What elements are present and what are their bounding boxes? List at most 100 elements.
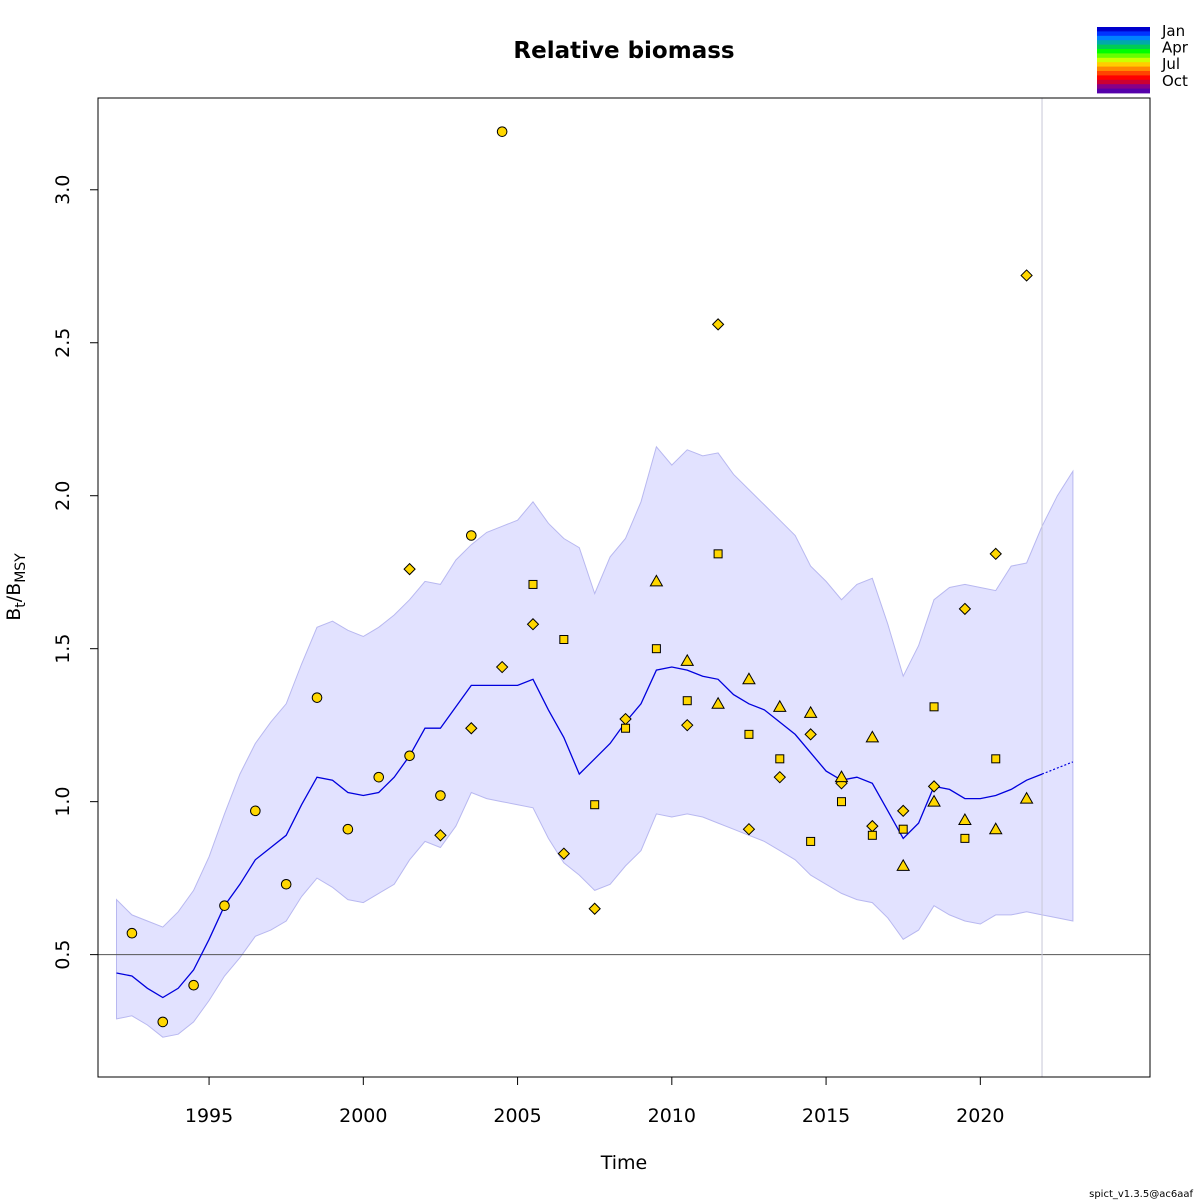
y-axis-label: Bt/BMSY [3, 553, 29, 621]
legend-color-swatch [1097, 31, 1150, 37]
data-point-circle [465, 530, 477, 541]
legend-color-swatch [1097, 49, 1150, 54]
legend-color-swatch [1097, 44, 1150, 50]
legend-color-swatch [1097, 57, 1150, 63]
x-axis: 1995 2000 2005 2010 2015 2020 [185, 1076, 1005, 1127]
version-label: spict_v1.3.5@ac6aaf [1089, 1189, 1193, 1200]
legend-label: Oct [1162, 72, 1188, 90]
data-point-diamond [465, 722, 478, 735]
legend-color-swatch [1097, 66, 1150, 72]
y-label-slash: /B [3, 583, 25, 602]
y-tick-label: 2.0 [52, 481, 74, 511]
y-axis: 0.5 1.0 1.5 2.0 2.5 3.0 [52, 175, 98, 970]
data-point-diamond [557, 847, 571, 860]
biomass-estimate-line [116, 666, 1043, 999]
data-point-triangle [927, 794, 941, 807]
data-point-square [991, 754, 1001, 764]
data-point-square [651, 644, 661, 654]
chart-title: Relative biomass [513, 38, 734, 64]
data-point-square [960, 833, 970, 843]
x-tick-label: 2010 [648, 1105, 696, 1127]
y-tick-label: 3.0 [52, 175, 74, 205]
data-point-triangle [1019, 791, 1034, 804]
data-point-circle [126, 927, 138, 939]
legend-color-swatch [1097, 40, 1150, 45]
legend-color-swatch [1097, 75, 1150, 81]
data-point-circle [157, 1016, 169, 1028]
data-point-triangle [742, 672, 756, 685]
data-point-diamond [927, 780, 941, 793]
y-tick-label: 1.5 [52, 634, 74, 664]
x-tick-label: 2005 [493, 1105, 541, 1127]
legend-label: Jan [1161, 22, 1185, 40]
data-point-square [898, 824, 908, 834]
data-point-diamond [403, 562, 416, 576]
data-point-diamond [804, 728, 817, 741]
data-point-diamond [681, 718, 694, 732]
data-point-square [590, 800, 600, 810]
data-point-circle [311, 692, 323, 703]
y-tick-label: 0.5 [52, 940, 74, 970]
data-point-diamond [773, 770, 787, 784]
data-point-triangle [834, 770, 849, 783]
data-point-diamond [896, 804, 910, 818]
data-point-circle [373, 771, 385, 783]
data-point-square [744, 729, 754, 739]
data-point-triangle [988, 822, 1003, 835]
data-point-square [621, 723, 631, 733]
data-point-square [775, 754, 785, 764]
data-point-diamond [495, 660, 509, 674]
legend-label: Apr [1162, 39, 1189, 57]
data-point-circle [435, 790, 446, 801]
x-tick-label: 2020 [956, 1105, 1004, 1127]
data-point-square [867, 830, 877, 840]
confidence-band [116, 445, 1074, 1038]
y-tick-label: 2.5 [52, 328, 74, 358]
data-point-circle [219, 900, 230, 911]
y-label-main: B [3, 608, 25, 621]
legend-color-swatch [1097, 53, 1150, 59]
legend-color-swatch [1097, 35, 1150, 41]
data-point-diamond [711, 318, 725, 331]
data-point-diamond [958, 602, 972, 616]
legend-label: Jul [1161, 55, 1180, 73]
data-point-circle [342, 823, 354, 835]
data-point-square [682, 696, 692, 706]
data-point-triangle [958, 813, 972, 826]
data-point-diamond [1020, 269, 1033, 282]
data-point-triangle [772, 699, 787, 712]
x-tick-label: 2015 [802, 1105, 850, 1127]
data-point-diamond [742, 822, 756, 836]
data-point-triangle [680, 653, 695, 666]
data-point-triangle [803, 705, 818, 718]
data-point-square [836, 797, 846, 807]
legend-color-swatch [1097, 71, 1150, 76]
legend-color-swatch [1097, 88, 1150, 94]
data-point-diamond [989, 547, 1002, 561]
y-label-sub2: MSY [13, 553, 29, 583]
data-point-triangle [649, 574, 664, 587]
legend-color-swatch [1097, 62, 1150, 67]
forecast-estimate-line [1041, 761, 1074, 775]
data-point-triangle [711, 696, 725, 709]
y-tick-label: 1.0 [52, 787, 74, 817]
data-point-square [806, 836, 816, 846]
data-point-circle [280, 878, 292, 890]
data-point-diamond [434, 829, 447, 842]
data-point-triangle [865, 730, 880, 743]
data-point-circle [188, 979, 199, 991]
legend-color-swatch [1097, 84, 1150, 89]
data-point-square [528, 579, 538, 589]
data-point-triangle [896, 858, 911, 871]
data-point-diamond [526, 618, 540, 631]
data-point-diamond [588, 902, 601, 915]
x-tick-label: 2000 [339, 1105, 387, 1127]
y-label-sub1: t [13, 602, 29, 608]
data-point-square [559, 635, 569, 645]
data-point-square [713, 549, 723, 559]
data-point-circle [496, 126, 508, 137]
x-axis-label: Time [600, 1152, 648, 1174]
x-tick-label: 1995 [185, 1105, 233, 1127]
